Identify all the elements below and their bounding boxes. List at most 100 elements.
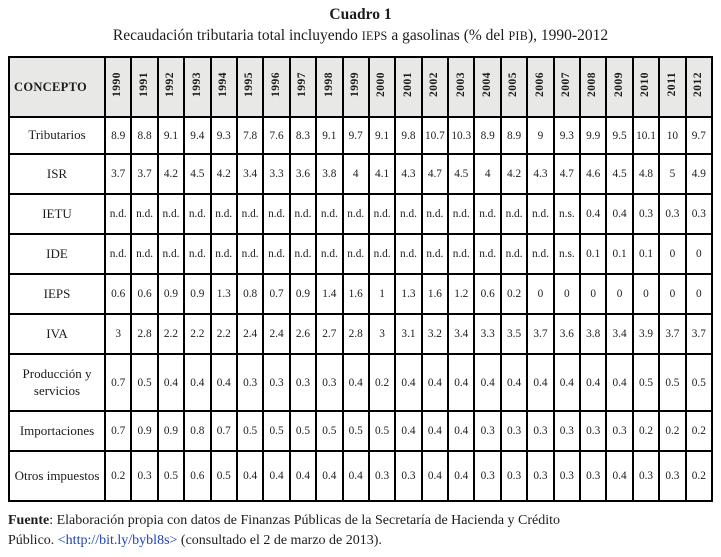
value-cell: 9.1 xyxy=(156,116,186,155)
year-label: 2012 xyxy=(692,72,705,97)
table-row: Tributarios 8.9 8.8 9.1 9.4 9.3 7.8 7.6 8.3 9.1 9.… xyxy=(8,116,714,155)
value-cell: 0.4 xyxy=(579,193,608,235)
year-label: 2000 xyxy=(375,72,388,97)
value-cell: 0.3 xyxy=(473,410,502,452)
year-label: 1994 xyxy=(217,72,229,97)
year-column-header-2003: 2003 xyxy=(447,56,476,118)
value-cell: 4 xyxy=(473,153,502,195)
year-column-header-1995: 1995 xyxy=(235,56,265,118)
value-cell: n.d. xyxy=(394,193,423,235)
value-cell: 4.2 xyxy=(209,153,238,195)
value-cell: 0.3 xyxy=(631,450,661,502)
value-cell: 3.8 xyxy=(579,313,608,355)
header-row: CONCEPTO 1990 1991 1992 1993 1994 1995 1996 1997… xyxy=(8,56,714,118)
value-cell: 2.8 xyxy=(130,313,159,355)
value-cell: n.d. xyxy=(156,233,186,275)
value-cell: n.d. xyxy=(341,233,370,275)
source-link[interactable]: <http://bit.ly/bybl8s> xyxy=(57,532,178,548)
value-cell: 4 xyxy=(341,153,370,195)
value-cell: 0.3 xyxy=(473,450,502,502)
source-text-line2-post: (consultado el 2 de marzo de 2013). xyxy=(177,532,382,548)
value-cell: n.d. xyxy=(183,233,212,275)
value-cell: 0.3 xyxy=(658,450,687,502)
value-cell: 0.3 xyxy=(552,410,582,452)
year-label: 1991 xyxy=(137,72,150,97)
year-label: 2009 xyxy=(612,72,625,97)
value-cell: 0 xyxy=(684,273,714,315)
value-cell: 9.3 xyxy=(209,116,238,155)
year-column-header-1990: 1990 xyxy=(103,56,133,118)
value-cell: 3.7 xyxy=(130,153,159,195)
value-cell: 0.4 xyxy=(209,353,238,412)
value-cell: n.d. xyxy=(420,193,450,235)
value-cell: 0.4 xyxy=(420,353,450,412)
value-cell: n.d. xyxy=(209,233,238,275)
value-cell: n.d. xyxy=(447,233,476,275)
value-cell: 0.6 xyxy=(103,273,133,315)
value-cell: 1.4 xyxy=(315,273,344,315)
value-cell: 10.3 xyxy=(447,116,476,155)
value-cell: 0 xyxy=(631,273,661,315)
value-cell: n.d. xyxy=(262,193,291,235)
value-cell: 0.7 xyxy=(103,353,133,412)
value-cell: 0.3 xyxy=(579,450,608,502)
value-cell: 0.5 xyxy=(367,410,397,452)
year-column-header-2005: 2005 xyxy=(499,56,529,118)
value-cell: 0.1 xyxy=(631,233,661,275)
tax-revenue-table: CONCEPTO 1990 1991 1992 1993 1994 1995 1996 1997… xyxy=(8,56,714,502)
year-label: 1996 xyxy=(269,72,282,97)
value-cell: 3.5 xyxy=(499,313,529,355)
value-cell: 3.4 xyxy=(605,313,634,355)
value-cell: 0 xyxy=(658,233,687,275)
year-column-header-2002: 2002 xyxy=(420,56,450,118)
value-cell: 0.3 xyxy=(526,410,555,452)
table-row: Producción y servicios 0.7 0.5 0.4 0.4 0.4 0.3… xyxy=(8,353,714,412)
value-cell: 0.4 xyxy=(235,450,265,502)
value-cell: 0.1 xyxy=(605,233,634,275)
value-cell: n.d. xyxy=(447,193,476,235)
value-cell: n.d. xyxy=(315,193,344,235)
value-cell: 0.6 xyxy=(183,450,212,502)
value-cell: 0.3 xyxy=(605,410,634,452)
value-cell: 9.4 xyxy=(183,116,212,155)
value-cell: 4.6 xyxy=(579,153,608,195)
value-cell: 9.1 xyxy=(367,116,397,155)
year-label: 1998 xyxy=(322,72,335,97)
year-column-header-2001: 2001 xyxy=(394,56,423,118)
value-cell: 2.6 xyxy=(288,313,318,355)
value-cell: 0 xyxy=(658,273,687,315)
row-label: IETU xyxy=(8,193,106,235)
source-label: Fuente xyxy=(8,513,50,528)
value-cell: n.d. xyxy=(103,233,133,275)
value-cell: 0.4 xyxy=(394,353,423,412)
value-cell: 0.2 xyxy=(499,273,529,315)
value-cell: 0.5 xyxy=(315,410,344,452)
value-cell: 0.3 xyxy=(526,450,555,502)
year-column-header-2006: 2006 xyxy=(526,56,555,118)
value-cell: 0.2 xyxy=(367,353,397,412)
value-cell: 0.4 xyxy=(262,450,291,502)
value-cell: 0 xyxy=(552,273,582,315)
value-cell: 0.3 xyxy=(288,353,318,412)
value-cell: 0.9 xyxy=(288,273,318,315)
table-row: Otros impuestos 0.2 0.3 0.5 0.6 0.5 0.4 0.4 0.4 0… xyxy=(8,450,714,502)
value-cell: 0.4 xyxy=(552,353,582,412)
value-cell: n.d. xyxy=(394,233,423,275)
source-note: Fuente: Elaboración propia con datos de … xyxy=(8,511,668,550)
value-cell: 3.2 xyxy=(420,313,450,355)
year-label: 1995 xyxy=(243,72,256,97)
year-column-header-2000: 2000 xyxy=(367,56,397,118)
year-column-header-1993: 1993 xyxy=(183,56,212,118)
year-column-header-1996: 1996 xyxy=(262,56,291,118)
value-cell: n.d. xyxy=(262,233,291,275)
value-cell: n.d. xyxy=(156,193,186,235)
year-label: 1993 xyxy=(190,72,203,97)
value-cell: 3.9 xyxy=(631,313,661,355)
value-cell: 0.4 xyxy=(473,353,502,412)
value-cell: 0.4 xyxy=(420,410,450,452)
value-cell: 8.3 xyxy=(288,116,318,155)
value-cell: 0.5 xyxy=(288,410,318,452)
value-cell: 0 xyxy=(684,233,714,275)
value-cell: n.d. xyxy=(341,193,370,235)
